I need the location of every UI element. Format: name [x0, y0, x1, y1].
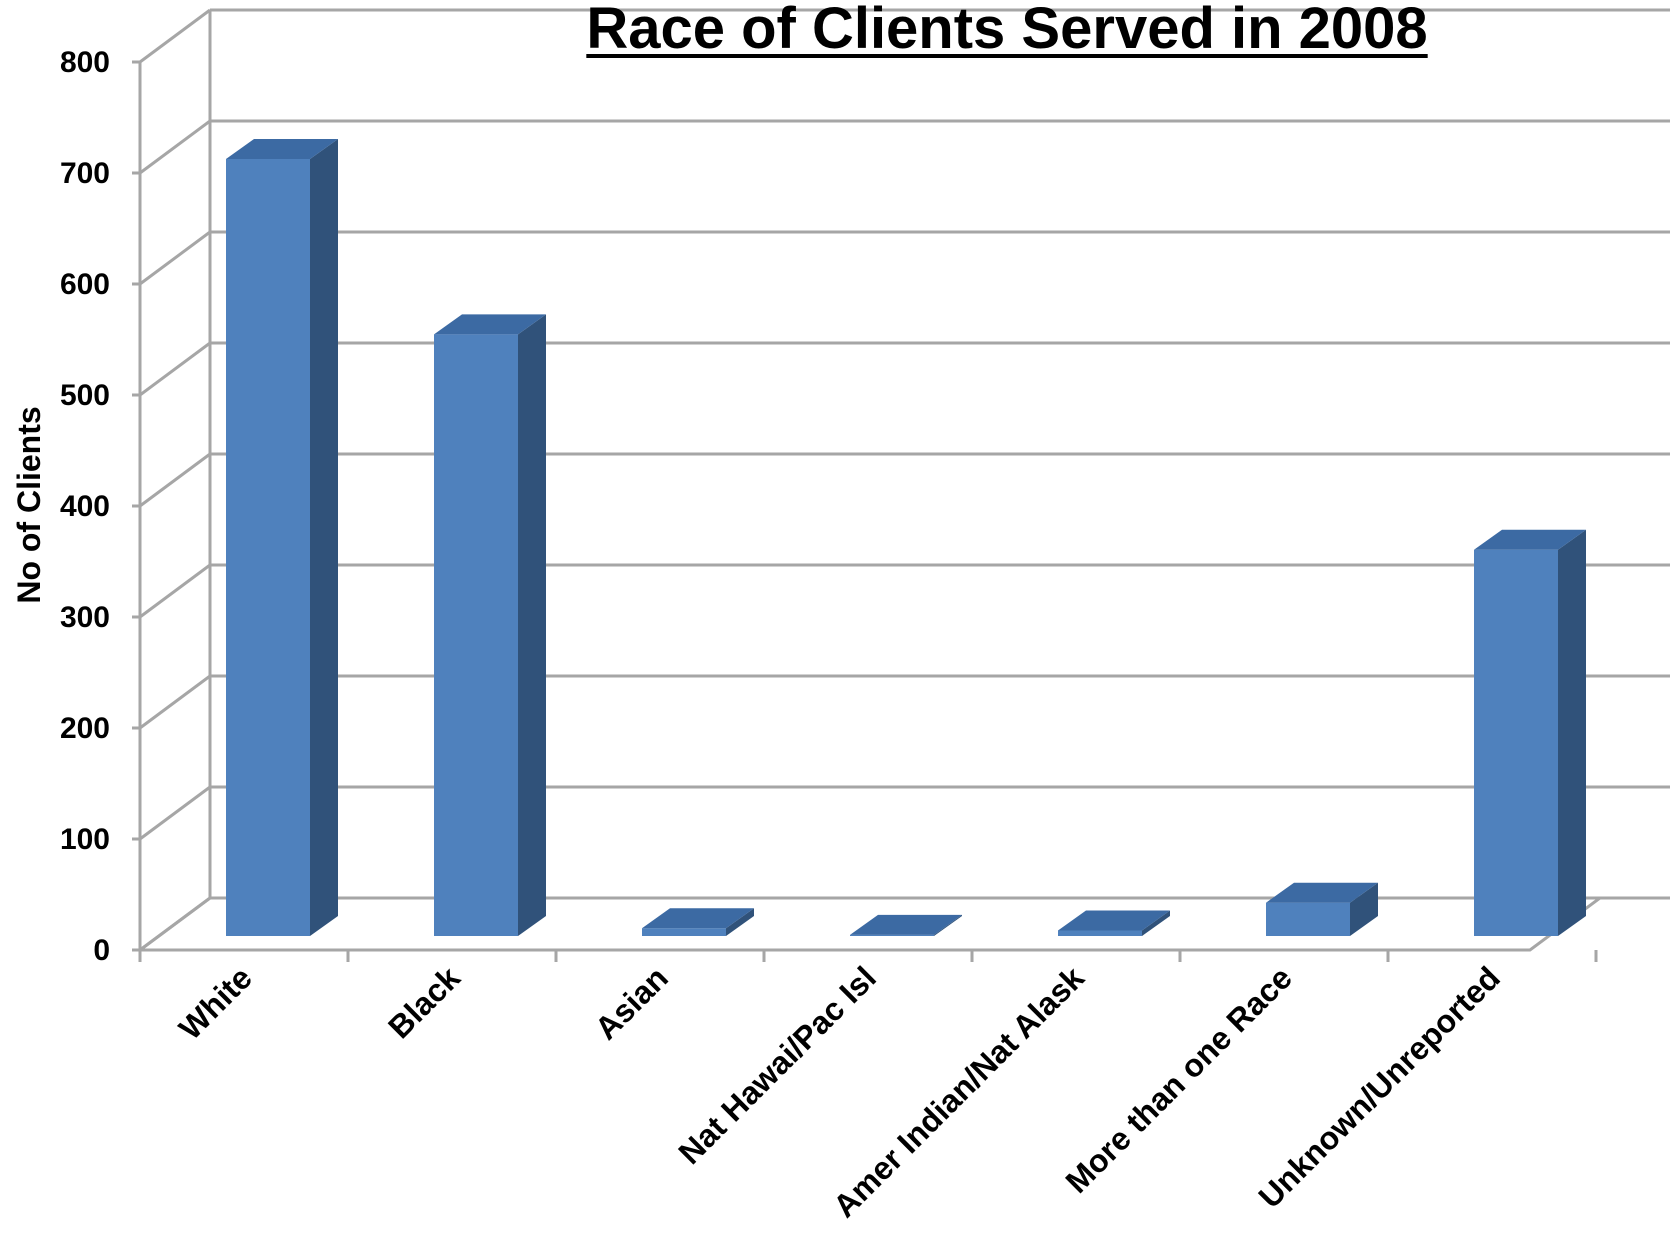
bar: [1058, 910, 1170, 936]
bar: [642, 908, 754, 936]
gridline-diagonal: [139, 674, 211, 730]
bar: [434, 314, 546, 936]
gridlines: [138, 8, 1670, 952]
bar-side: [518, 314, 546, 936]
y-tick-label: 700: [60, 157, 110, 190]
bar-side: [934, 914, 962, 936]
bar-top: [642, 908, 754, 929]
x-tick-label: Nat Hawai/Pac Isl: [671, 959, 883, 1171]
bar-top: [850, 914, 962, 935]
bar-front: [226, 159, 310, 936]
y-tick-label: 600: [60, 268, 110, 301]
bar-front: [642, 928, 726, 936]
bar-front: [1266, 902, 1350, 936]
x-tick-label: More than one Race: [1058, 959, 1298, 1199]
bar-front: [1058, 930, 1142, 936]
bar: [226, 139, 338, 936]
bar: [1266, 882, 1378, 936]
chart-title: Race of Clients Served in 2008: [586, 0, 1427, 61]
bar-side: [726, 908, 754, 936]
bar: [850, 914, 962, 936]
bar-front: [850, 934, 934, 936]
bar-top: [1474, 529, 1586, 550]
gridline-diagonal: [139, 341, 211, 397]
bar-top: [434, 314, 546, 335]
x-tick-label: Unknown/Unreported: [1251, 959, 1506, 1214]
gridline-diagonal: [139, 230, 211, 286]
bar-side: [1142, 910, 1170, 936]
bar-top: [1058, 910, 1170, 931]
y-tick-label: 400: [60, 490, 110, 523]
bar-top: [1266, 882, 1378, 903]
bar-side: [310, 139, 338, 936]
gridline-diagonal: [139, 785, 211, 841]
gridline-diagonal: [139, 8, 211, 64]
x-tick-label: Black: [381, 959, 467, 1045]
y-tick-label: 500: [60, 379, 110, 412]
bar-side: [1558, 529, 1586, 936]
x-tick-label: White: [172, 959, 259, 1046]
y-axis-ticks: 0 100 200 300 400 500 600 700 800: [60, 46, 140, 967]
bar-top: [226, 139, 338, 159]
y-tick-label: 300: [60, 601, 110, 634]
bar: [1474, 529, 1586, 936]
y-tick-label: 100: [60, 823, 110, 856]
y-axis-label: No of Clients: [11, 406, 47, 603]
y-tick-label: 800: [60, 46, 110, 79]
bar-front: [434, 334, 518, 936]
y-tick-label: 200: [60, 712, 110, 745]
bars: [226, 139, 1586, 936]
y-tick-label: 0: [93, 934, 110, 967]
bar-front: [1474, 549, 1558, 936]
gridline-diagonal: [139, 452, 211, 508]
bar-side: [1350, 882, 1378, 936]
x-tick-label: Asian: [588, 959, 675, 1046]
gridline-diagonal: [139, 563, 211, 619]
gridline-diagonal: [139, 119, 211, 175]
